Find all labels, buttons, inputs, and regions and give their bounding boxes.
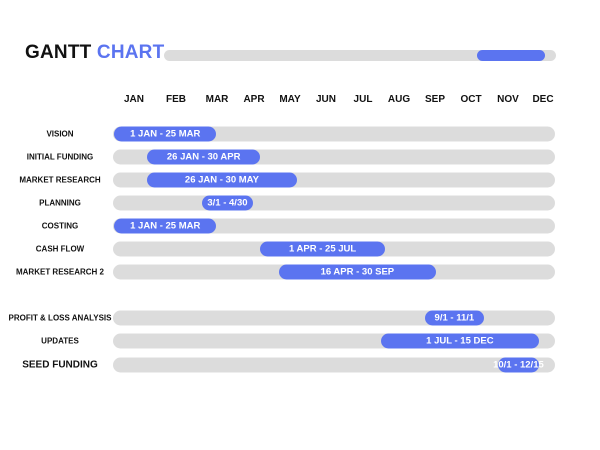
month-label-sep: SEP <box>424 94 446 105</box>
month-label-jun: JUN <box>315 94 337 105</box>
task-track-profit-loss-analysis <box>113 310 555 326</box>
task-label-market-research: MARKET RESEARCH <box>19 175 101 185</box>
header-decor-fill <box>477 50 545 61</box>
task-label-market-research-2: MARKET RESEARCH 2 <box>15 267 104 277</box>
task-label-costing: COSTING <box>41 221 79 231</box>
task-bar-profit-loss-analysis[interactable]: 9/1 - 11/1 <box>425 310 484 326</box>
title-accent: CHART <box>96 42 165 63</box>
month-label-apr: APR <box>243 94 265 105</box>
task-track-costing <box>113 218 555 234</box>
task-track-vision <box>113 126 555 142</box>
month-label-nov: NOV <box>497 94 519 105</box>
task-label-updates: UPDATES <box>41 336 79 346</box>
month-label-may: MAY <box>279 94 301 105</box>
task-bar-updates[interactable]: 1 JUL - 15 DEC <box>381 333 539 349</box>
task-track-planning <box>113 195 555 211</box>
month-label-oct: OCT <box>460 94 482 105</box>
task-bar-cash-flow[interactable]: 1 APR - 25 JUL <box>260 241 385 257</box>
header-decor-track <box>164 50 556 61</box>
task-label-vision: VISION <box>46 129 74 139</box>
task-track-seed-funding <box>113 357 555 373</box>
month-label-dec: DEC <box>532 94 554 105</box>
title-main: GANTT <box>25 42 92 63</box>
month-label-feb: FEB <box>166 94 186 105</box>
task-bar-market-research[interactable]: 26 JAN - 30 MAY <box>146 172 297 188</box>
chart-title: GANTT CHART <box>25 42 164 64</box>
task-bar-seed-funding[interactable]: 10/1 - 12/15 <box>493 357 544 373</box>
task-bar-initial-funding[interactable]: 26 JAN - 30 APR <box>146 149 261 165</box>
task-label-profit-loss-analysis: PROFIT & LOSS ANALYSIS <box>8 313 112 323</box>
month-label-aug: AUG <box>387 94 411 105</box>
task-bar-market-research-2[interactable]: 16 APR - 30 SEP <box>278 264 437 280</box>
task-bar-planning[interactable]: 3/1 - 4/30 <box>201 195 254 211</box>
month-label-jan: JAN <box>123 94 145 105</box>
task-label-initial-funding: INITIAL FUNDING <box>26 152 94 162</box>
task-label-planning: PLANNING <box>39 198 81 208</box>
task-bar-costing[interactable]: 1 JAN - 25 MAR <box>114 218 217 234</box>
month-label-mar: MAR <box>205 94 229 105</box>
task-bar-vision[interactable]: 1 JAN - 25 MAR <box>114 126 217 142</box>
task-label-cash-flow: CASH FLOW <box>35 244 85 254</box>
task-label-seed-funding: SEED FUNDING <box>22 359 98 371</box>
month-label-jul: JUL <box>353 94 373 105</box>
